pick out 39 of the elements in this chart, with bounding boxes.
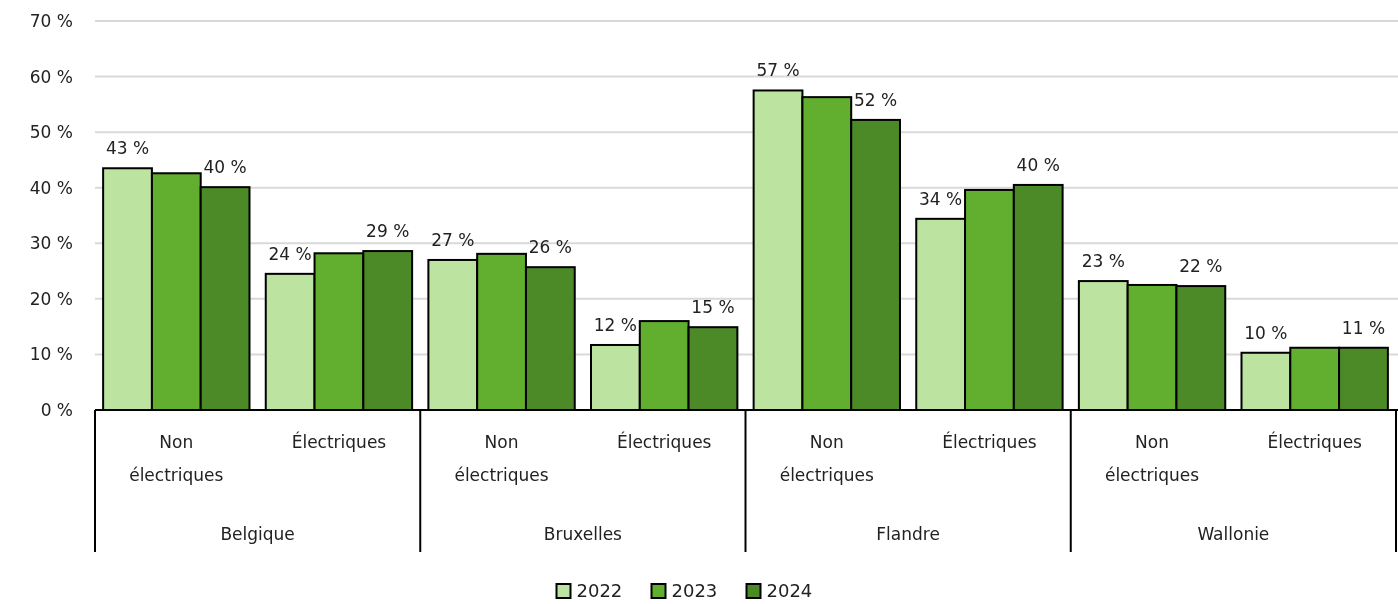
x-tick-label: Non électriques [454,432,549,485]
x-tick-label: Électriques [1267,431,1363,452]
text: Belgique [220,524,295,544]
y-tick-label: 30 % [29,233,73,254]
data-label: 43 % [105,138,150,159]
data-label: 29 % [366,221,410,242]
y-tick-label: 10 % [29,344,73,365]
text: Flandre [876,524,940,544]
data-label: 12 % [593,314,637,335]
legend-label: 2024 [766,580,813,602]
data-label: 26 % [528,237,572,258]
y-tick-label: 60 % [29,66,73,87]
data-label: 57 % [756,60,800,81]
x-tick-label: Non électriques [129,432,224,485]
data-label: 23 % [1081,251,1125,272]
y-tick-label: 40 % [29,177,73,198]
x-tick-label: Électriques [291,431,387,452]
y-tick-label: 20 % [29,288,73,309]
y-tick-label: 50 % [29,122,73,143]
x-tick-label: Non électriques [779,432,875,485]
legend-label: 2023 [671,580,718,602]
data-label: 15 % [691,297,735,318]
data-label: 24 % [268,243,312,264]
text: Bruxelles [543,524,623,544]
data-label: 22 % [1179,256,1223,277]
data-label: 11 % [1341,317,1386,338]
data-label: 10 % [1244,322,1288,343]
text: Wallonie [1197,524,1270,544]
data-label: 34 % [919,188,963,209]
x-tick-label: Électriques [942,431,1037,452]
x-tick-label: Électriques [616,431,712,452]
y-tick-label: 70 % [29,10,73,31]
data-label: 40 % [203,157,247,178]
x-tick-label: Non électriques [1104,432,1200,485]
y-tick-label: 0 % [40,399,73,420]
data-label: 27 % [431,229,475,250]
legend-label: 2022 [576,580,623,602]
data-label: 52 % [854,89,898,110]
data-label: 40 % [1016,154,1060,175]
